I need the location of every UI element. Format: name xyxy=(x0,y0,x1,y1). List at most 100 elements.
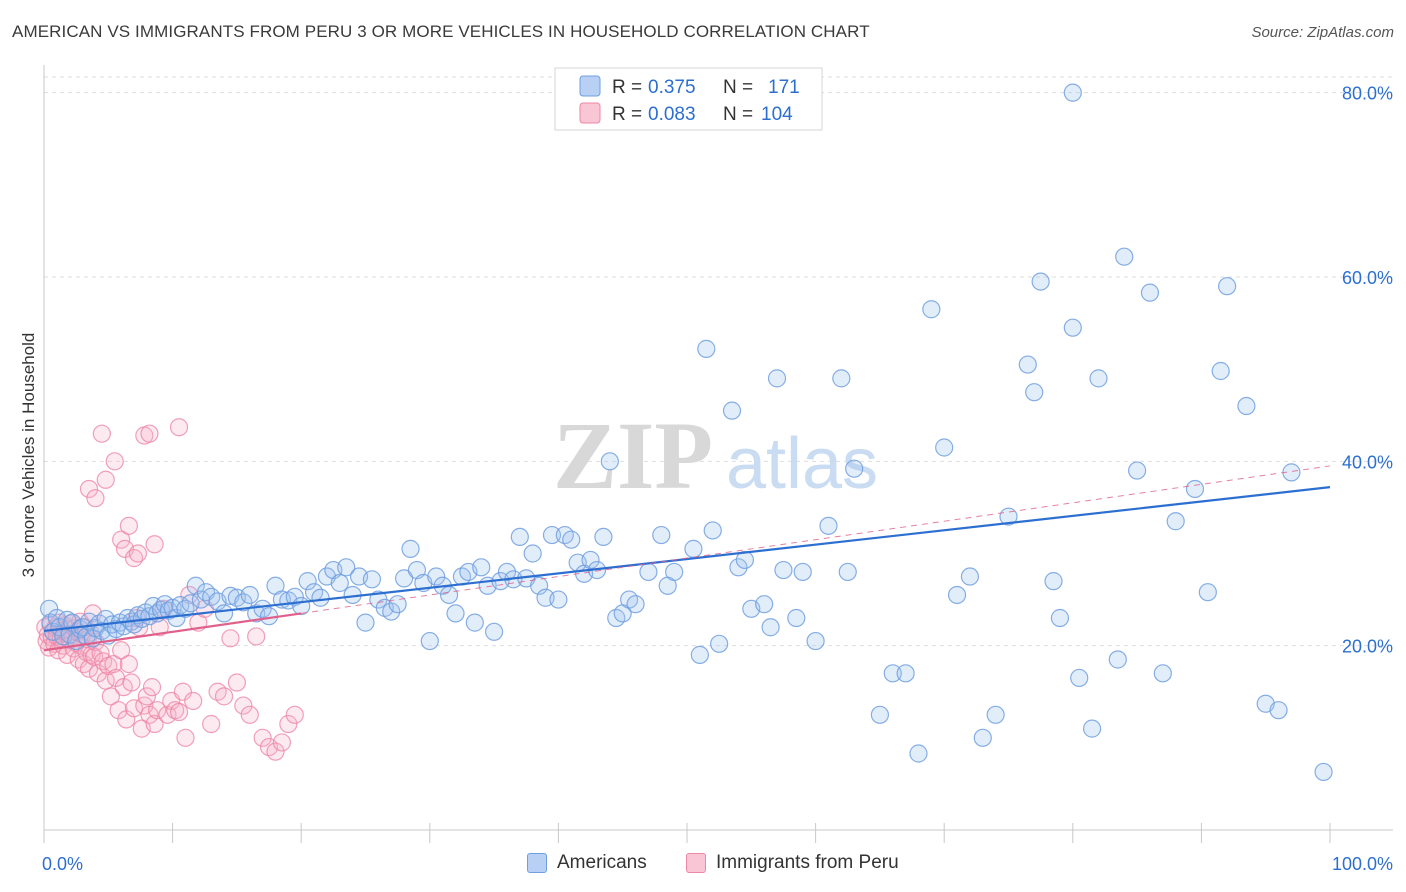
data-point-peru xyxy=(122,673,141,692)
data-point-americans xyxy=(986,705,1005,724)
y-tick-label: 20.0% xyxy=(1342,637,1393,657)
data-point-peru xyxy=(145,714,164,734)
data-point-americans xyxy=(755,595,774,614)
data-point-americans xyxy=(446,604,465,623)
legend-n-value-2: 104 xyxy=(761,104,793,125)
data-point-peru xyxy=(184,691,203,711)
legend-swatch-americans-bottom xyxy=(527,853,547,873)
data-point-americans xyxy=(947,585,967,605)
data-point-americans xyxy=(1218,277,1237,296)
data-point-americans xyxy=(883,664,902,683)
data-point-americans xyxy=(1314,762,1333,782)
data-point-americans xyxy=(1044,572,1063,591)
data-point-americans xyxy=(1211,361,1230,381)
watermark: ZIP atlas xyxy=(553,402,878,509)
data-point-americans xyxy=(870,705,890,724)
data-point-peru xyxy=(140,424,159,443)
data-point-americans xyxy=(1082,719,1102,738)
data-point-americans xyxy=(1063,318,1082,337)
data-point-americans xyxy=(838,562,857,582)
data-point-peru xyxy=(101,687,120,706)
data-point-americans xyxy=(1127,461,1147,480)
data-point-peru xyxy=(124,699,144,718)
data-point-americans xyxy=(697,339,716,358)
stats-legend: R = 0.375 N = 171 R = 0.083 N = 104 xyxy=(554,67,823,131)
data-point-peru xyxy=(142,678,162,697)
legend-n-label-2: N = xyxy=(723,104,753,125)
data-point-americans xyxy=(935,438,954,457)
data-point-americans xyxy=(1198,583,1217,602)
data-point-americans xyxy=(960,567,980,586)
data-point-americans xyxy=(973,728,992,747)
source-note: Source: ZipAtlas.com xyxy=(1251,24,1394,41)
x-tick-labels: 0.0% 100.0% xyxy=(42,854,1393,874)
data-point-americans xyxy=(176,599,195,618)
data-point-peru xyxy=(119,654,138,674)
data-point-americans xyxy=(1025,383,1044,402)
data-point-peru xyxy=(104,654,123,674)
data-point-peru xyxy=(86,489,105,508)
data-point-americans xyxy=(214,604,234,623)
data-point-americans xyxy=(497,562,517,582)
data-point-peru xyxy=(137,687,156,706)
data-point-americans xyxy=(1140,283,1160,302)
data-point-americans xyxy=(767,369,787,388)
data-point-peru xyxy=(247,627,266,646)
data-point-peru xyxy=(285,705,304,724)
data-point-americans xyxy=(240,585,259,605)
data-point-americans xyxy=(999,507,1018,526)
legend-n-label-1: N = xyxy=(723,77,753,98)
legend-r-value-1: 0.375 xyxy=(648,77,696,98)
data-point-americans xyxy=(330,573,349,593)
legend-label-americans: Americans xyxy=(557,852,647,873)
data-point-americans xyxy=(1070,668,1089,688)
data-point-peru xyxy=(112,530,131,549)
data-point-peru xyxy=(148,701,167,720)
data-point-americans xyxy=(1269,701,1288,720)
legend-swatch-peru-bottom xyxy=(686,853,706,873)
data-point-americans xyxy=(1063,83,1082,102)
data-point-americans xyxy=(793,562,812,582)
data-point-peru xyxy=(234,696,253,715)
data-point-peru xyxy=(169,702,189,722)
data-point-americans xyxy=(787,608,806,628)
data-point-americans xyxy=(298,572,317,591)
data-point-americans xyxy=(549,590,568,609)
trend-lines xyxy=(43,465,1331,652)
y-tick-labels: 20.0% 40.0% 60.0% 80.0% xyxy=(1342,84,1393,657)
trend-line-americans xyxy=(43,486,1331,633)
y-axis-label: 3 or more Vehicles in Household xyxy=(19,333,38,578)
data-point-americans xyxy=(1166,512,1185,531)
data-point-americans xyxy=(439,585,459,605)
data-point-peru xyxy=(214,687,234,706)
x-tick-label: 0.0% xyxy=(42,854,83,874)
data-point-americans xyxy=(523,544,542,563)
data-point-peru xyxy=(96,470,115,489)
data-point-americans xyxy=(181,594,200,613)
data-point-americans xyxy=(465,613,484,632)
legend-r-value-2: 0.083 xyxy=(648,104,696,125)
data-point-americans xyxy=(581,550,600,570)
data-point-americans xyxy=(542,525,562,545)
data-point-americans xyxy=(427,567,446,586)
data-point-americans xyxy=(761,618,780,637)
data-point-americans xyxy=(382,602,401,621)
legend-r-label-2: R = xyxy=(612,104,642,125)
data-point-americans xyxy=(1237,396,1256,416)
data-point-americans xyxy=(1089,369,1108,388)
data-point-americans xyxy=(40,599,59,618)
data-point-peru xyxy=(169,418,189,437)
data-point-americans xyxy=(690,645,709,664)
data-point-americans xyxy=(710,634,729,653)
data-point-peru xyxy=(112,641,131,660)
legend-swatch-peru xyxy=(579,102,601,124)
data-point-americans xyxy=(922,300,941,319)
watermark-zip: ZIP xyxy=(553,402,713,509)
data-point-americans xyxy=(510,527,529,547)
data-point-peru xyxy=(253,728,272,747)
chart-title: AMERICAN VS IMMIGRANTS FROM PERU 3 OR MO… xyxy=(12,22,870,41)
data-point-peru xyxy=(128,544,147,563)
x-tick-label: 100.0% xyxy=(1332,854,1393,874)
watermark-atlas: atlas xyxy=(726,424,878,504)
